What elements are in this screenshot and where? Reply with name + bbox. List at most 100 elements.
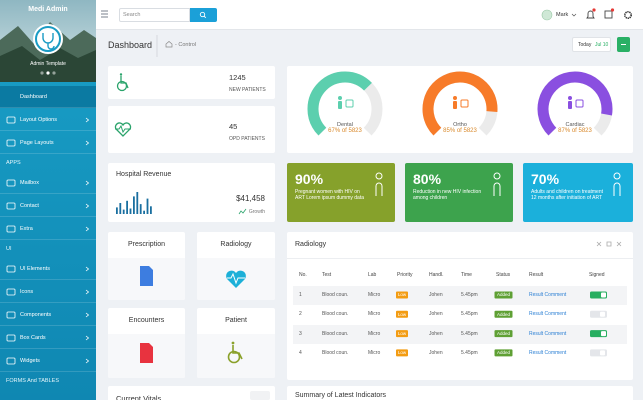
menu-label[interactable]: Box Cards: [20, 334, 46, 341]
table-cell: 5.45pm: [461, 292, 478, 298]
menu-label[interactable]: UI Elements: [20, 265, 50, 272]
menu-item[interactable]: [0, 132, 96, 154]
vitals-input[interactable]: [250, 391, 270, 400]
table-header: Signed: [589, 272, 605, 278]
highlight-value: 80%: [413, 170, 442, 187]
status-label: Added: [496, 292, 511, 298]
table-cell: Micro: [368, 292, 381, 298]
result-link[interactable]: Result Comment: [529, 311, 567, 318]
table-cell: 5.45pm: [461, 330, 478, 337]
gauge-name: Cardiac: [565, 121, 585, 128]
table-header: Priority: [397, 272, 413, 278]
highlight-text: Adults and children on treatment 12 mont…: [531, 189, 603, 201]
menu-item[interactable]: [0, 281, 96, 303]
status-label: Added: [496, 330, 511, 336]
tile-label[interactable]: Encounters: [128, 316, 165, 324]
menu-label[interactable]: Layout Options: [20, 116, 57, 123]
menu-heading: APPS: [6, 159, 21, 166]
menu-label[interactable]: Dashboard: [20, 93, 47, 100]
summary-card: [287, 386, 633, 400]
table-cell: Johen: [429, 292, 443, 298]
home-icon: [165, 41, 173, 48]
tile-body: [108, 258, 185, 300]
add-button[interactable]: [617, 37, 630, 52]
menu-item[interactable]: [0, 172, 96, 194]
stat-label: NEW PATIENTS: [229, 87, 266, 93]
priority-label: Low: [397, 350, 407, 356]
revenue-card: [108, 163, 275, 222]
menu-label[interactable]: Extra: [20, 225, 33, 232]
menu-item[interactable]: [0, 195, 96, 217]
status-label: Added: [496, 350, 511, 356]
table-header: No.: [299, 272, 307, 278]
gauge-label: 67% of 5823: [328, 128, 362, 135]
table-header: Result: [529, 272, 544, 278]
table-cell: 2: [299, 311, 302, 318]
gauge-label: 85% of 5823: [443, 128, 477, 135]
menu-item[interactable]: [0, 304, 96, 326]
menu-label[interactable]: Mailbox: [20, 179, 39, 186]
priority-label: Low: [397, 311, 407, 317]
table-cell: Johen: [429, 330, 443, 337]
table-cell: Micro: [368, 330, 381, 337]
menu-label[interactable]: Widgets: [20, 357, 40, 364]
menu-label[interactable]: Components: [20, 311, 52, 318]
brand: Medi Admin: [28, 5, 68, 13]
table-cell: Johen: [429, 311, 443, 318]
card-title: Radiology: [295, 240, 327, 248]
tile-body: [197, 334, 275, 378]
search-button[interactable]: [190, 8, 217, 22]
status-label: Added: [496, 311, 511, 317]
table-cell: Blood coun.: [322, 349, 349, 356]
menu-item[interactable]: [0, 109, 96, 131]
gauges-card: [287, 66, 633, 153]
menu-item[interactable]: [0, 86, 96, 108]
stat-value: 45: [229, 121, 238, 131]
result-link[interactable]: Result Comment: [529, 349, 567, 356]
search-placeholder: Search: [123, 11, 141, 18]
table-cell: Micro: [368, 349, 381, 356]
date-label: Today: [578, 41, 592, 48]
menu-item[interactable]: [0, 350, 96, 372]
table-cell: 4: [299, 349, 302, 356]
table-cell: 5.45pm: [461, 311, 478, 318]
user-name[interactable]: Mark: [556, 11, 569, 18]
page-title: Dashboard: [108, 39, 153, 50]
card-title: Summary of Latest Indicators: [295, 391, 387, 399]
stat-value: 1245: [229, 72, 246, 82]
table-header: Status: [496, 272, 511, 278]
highlight-value: 90%: [295, 170, 324, 187]
date-button[interactable]: [572, 37, 611, 52]
menu-label[interactable]: Page Layouts: [20, 139, 54, 146]
revenue-amount: $41,458: [236, 194, 265, 204]
table-cell: Blood coun.: [322, 292, 349, 298]
result-link[interactable]: Result Comment: [529, 330, 567, 337]
gauge-name: Ortho: [453, 121, 467, 128]
menu-item[interactable]: [0, 218, 96, 240]
stat-card: [108, 66, 275, 99]
table-header: Test: [322, 272, 332, 278]
gauge-name: Dental: [337, 121, 353, 128]
result-link[interactable]: Result Comment: [529, 292, 567, 298]
tile-body: [197, 258, 275, 300]
stat-label: OPD PATIENTS: [229, 136, 265, 142]
gauge-label: 87% of 5823: [558, 128, 592, 135]
table-cell: 3: [299, 330, 302, 337]
highlight-value: 70%: [531, 170, 560, 187]
search-input[interactable]: [119, 8, 190, 22]
table-cell: Blood coun.: [322, 311, 349, 318]
highlight-text: Pregnant women with HIV on ART Lorem ips…: [295, 189, 365, 201]
menu-item[interactable]: [0, 327, 96, 349]
tile-label[interactable]: Radiology: [220, 240, 252, 248]
tile-label[interactable]: Patient: [225, 316, 247, 324]
menu-label[interactable]: Icons: [20, 288, 34, 295]
table-row-stripe: [293, 286, 627, 305]
table-cell: 1: [299, 292, 302, 298]
priority-label: Low: [397, 292, 407, 298]
menu-label[interactable]: Contact: [20, 202, 39, 209]
table-header: Handl.: [429, 272, 444, 278]
tile-label[interactable]: Prescription: [128, 240, 165, 248]
menu-item[interactable]: [0, 258, 96, 280]
table-header: Time: [461, 272, 472, 278]
